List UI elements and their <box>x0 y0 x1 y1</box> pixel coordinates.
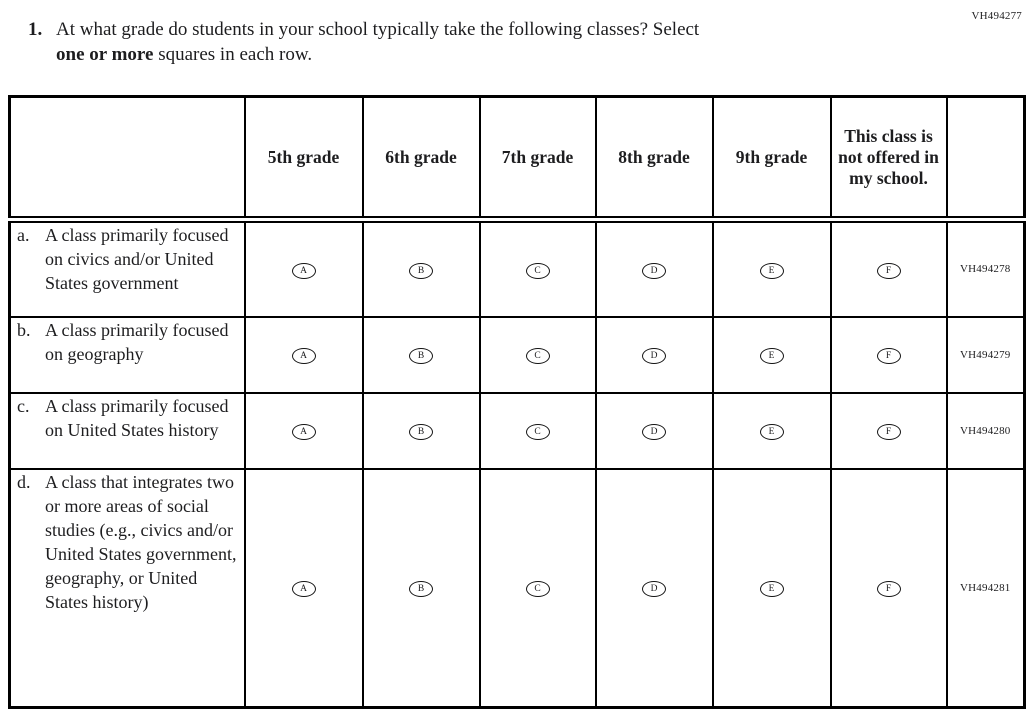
row-c-option-cell-C: C <box>478 391 597 470</box>
option-bubble-a-D[interactable]: D <box>642 262 666 279</box>
option-bubble-d-B[interactable]: B <box>409 581 433 598</box>
row-b-option-cell-A: A <box>243 315 364 394</box>
row-b-label-cell: b. A class primarily focused on geograph… <box>8 315 246 394</box>
header-not-offered: This class is not offered in my school. <box>829 95 948 223</box>
header-empty-corner <box>8 95 246 223</box>
option-bubble-a-F[interactable]: F <box>876 262 901 279</box>
row-d-option-cell-A: A <box>243 467 364 709</box>
option-bubble-d-A[interactable]: A <box>291 581 316 598</box>
row-c-letter: c. <box>17 395 30 416</box>
row-c-option-cell-D: D <box>594 391 714 470</box>
row-b-option-cell-B: B <box>361 315 481 394</box>
row-c-label: A class primarily focused on United Stat… <box>45 395 229 440</box>
option-bubble-b-D[interactable]: D <box>642 348 666 364</box>
row-a-option-cell-A: A <box>243 218 364 318</box>
row-c-option-cell-A: A <box>243 391 364 470</box>
option-bubble-b-A[interactable]: A <box>291 348 316 364</box>
option-bubble-d-C[interactable]: C <box>525 581 550 598</box>
item-code: VH494277 <box>971 10 1022 22</box>
option-bubble-a-C[interactable]: C <box>525 262 550 279</box>
header-9th-grade: 9th grade <box>711 95 832 223</box>
row-a-option-cell-E: E <box>711 218 832 318</box>
row-b-option-cell-D: D <box>594 315 714 394</box>
option-bubble-b-F[interactable]: F <box>876 348 901 364</box>
row-b-option-cell-F: F <box>829 315 948 394</box>
question-text: At what grade do students in your school… <box>56 17 699 67</box>
question-number: 1. <box>28 19 43 40</box>
row-d-code: VH494281 <box>945 467 1026 709</box>
row-b-option-cell-C: C <box>478 315 597 394</box>
header-row: 5th grade 6th grade 7th grade 8th grade … <box>8 95 1026 223</box>
option-bubble-d-E[interactable]: E <box>759 581 784 598</box>
row-b-code: VH494279 <box>945 315 1026 394</box>
option-bubble-c-A[interactable]: A <box>291 424 316 440</box>
table-row-a: a. A class primarily focused on civics a… <box>8 218 1026 318</box>
question-block: 1. At what grade do students in your sch… <box>28 17 928 67</box>
question-emphasis: one or more <box>56 44 154 65</box>
option-bubble-b-C[interactable]: C <box>525 348 550 364</box>
row-a-letter: a. <box>17 225 30 245</box>
row-d-label: A class that integrates two or more area… <box>45 471 237 612</box>
option-bubble-d-D[interactable]: D <box>642 581 666 598</box>
row-a-option-cell-D: D <box>594 218 714 318</box>
row-a-label: A class primarily focused on civics and/… <box>45 225 229 293</box>
option-bubble-a-B[interactable]: B <box>409 262 433 279</box>
option-bubble-a-E[interactable]: E <box>759 262 784 279</box>
row-c-option-cell-F: F <box>829 391 948 470</box>
row-d-letter: d. <box>17 471 31 492</box>
row-a-label-cell: a. A class primarily focused on civics a… <box>8 218 246 318</box>
row-d-option-cell-E: E <box>711 467 832 709</box>
row-d-label-cell: d. A class that integrates two or more a… <box>8 467 246 709</box>
option-bubble-c-F[interactable]: F <box>876 424 901 440</box>
table-row-c: c. A class primarily focused on United S… <box>8 391 1026 470</box>
row-a-option-cell-C: C <box>478 218 597 318</box>
table-row-d: d. A class that integrates two or more a… <box>8 467 1026 709</box>
question-line1: At what grade do students in your school… <box>56 19 700 40</box>
row-d-option-cell-B: B <box>361 467 481 709</box>
option-bubble-c-D[interactable]: D <box>642 424 666 440</box>
question-line2-rest: squares in each row. <box>153 44 313 65</box>
option-bubble-c-C[interactable]: C <box>525 424 550 440</box>
row-c-option-cell-B: B <box>361 391 481 470</box>
option-bubble-c-B[interactable]: B <box>409 424 433 440</box>
option-bubble-b-B[interactable]: B <box>409 348 433 364</box>
row-c-code: VH494280 <box>945 391 1026 470</box>
header-7th-grade: 7th grade <box>478 95 597 223</box>
row-d-option-cell-F: F <box>829 467 948 709</box>
header-6th-grade: 6th grade <box>361 95 481 223</box>
row-d-option-cell-C: C <box>478 467 597 709</box>
row-a-option-cell-F: F <box>829 218 948 318</box>
row-a-option-cell-B: B <box>361 218 481 318</box>
header-code-column <box>945 95 1026 223</box>
grade-selection-table: 5th grade 6th grade 7th grade 8th grade … <box>8 95 1026 709</box>
header-8th-grade: 8th grade <box>594 95 714 223</box>
row-c-label-cell: c. A class primarily focused on United S… <box>8 391 246 470</box>
row-d-option-cell-D: D <box>594 467 714 709</box>
option-bubble-a-A[interactable]: A <box>291 262 316 279</box>
option-bubble-b-E[interactable]: E <box>759 348 784 364</box>
row-b-option-cell-E: E <box>711 315 832 394</box>
row-b-letter: b. <box>17 319 31 340</box>
option-bubble-c-E[interactable]: E <box>759 424 784 440</box>
header-5th-grade: 5th grade <box>243 95 364 223</box>
row-a-code: VH494278 <box>945 218 1026 318</box>
table-row-b: b. A class primarily focused on geograph… <box>8 315 1026 394</box>
row-c-option-cell-E: E <box>711 391 832 470</box>
option-bubble-d-F[interactable]: F <box>876 581 901 598</box>
row-b-label: A class primarily focused on geography <box>45 319 229 364</box>
